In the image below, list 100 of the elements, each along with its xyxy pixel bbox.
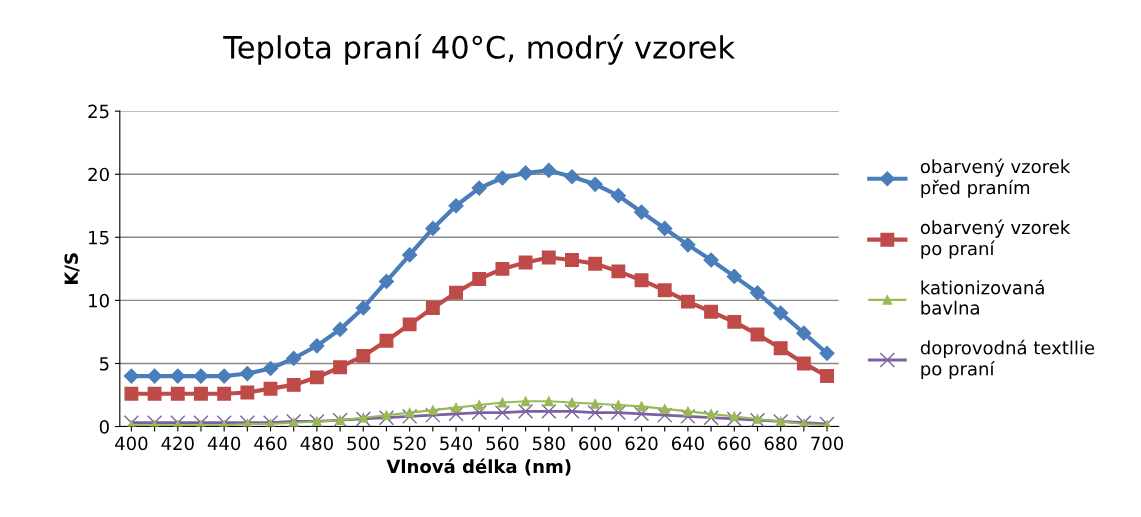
x-tick-label: 420 [161,436,194,451]
y-axis-title: K/S [64,253,80,284]
point [680,237,696,253]
point [587,176,603,192]
point [471,180,487,196]
point [610,405,626,421]
point [706,409,716,419]
x-tick-label: 520 [393,436,426,451]
x-tick-label: 660 [718,436,751,451]
y-tick-label: 5 [99,357,109,371]
point [309,370,324,385]
point [425,301,440,315]
x-tick-label: 620 [625,436,658,451]
point [286,413,302,427]
point [194,386,208,401]
point [636,401,647,412]
point [657,283,672,298]
point [726,411,742,427]
point [517,403,534,420]
point [564,403,580,420]
point [356,348,371,363]
x-tick-label: 400 [115,436,148,451]
point [358,412,369,423]
point [773,305,789,321]
point [472,271,487,286]
chart-title: Teplota praní 40°C, modrý vzorek [223,33,736,65]
point [355,411,371,427]
point [427,405,438,415]
point [217,386,232,401]
point [819,345,835,361]
legend-label: doprovodná textllie po praní [920,339,1095,380]
point [613,400,624,410]
x-tick-label: 700 [811,436,844,451]
point [216,368,232,384]
point [402,247,418,263]
point [263,381,278,396]
point [333,360,348,375]
point [590,398,601,409]
point [425,407,441,423]
point [471,405,487,421]
x-tick-label: 580 [532,436,565,451]
legend-label: obarvený vzorek před praním [920,158,1071,198]
point [381,410,392,421]
point [404,407,415,418]
point [749,285,766,301]
point [680,294,695,309]
point [543,396,554,407]
point [474,400,485,410]
point [239,365,255,382]
point [494,170,510,186]
point [657,220,673,237]
point [564,169,580,185]
point [332,321,348,337]
point [448,198,464,214]
point [634,273,649,288]
point [170,368,186,384]
point [729,411,740,422]
x-axis-title: Vlnová délka (nm) [386,458,571,476]
point [541,403,557,420]
point [286,377,301,392]
point [683,406,693,417]
point [773,341,788,356]
point [588,256,603,271]
point [657,407,673,423]
point [170,386,185,401]
point [703,410,719,426]
x-tick-label: 640 [671,436,704,451]
point [726,268,742,284]
y-tick-label: 10 [89,293,109,308]
point [610,188,626,204]
x-tick-label: 560 [486,436,519,451]
point [518,165,534,181]
point [147,368,163,384]
point [378,273,395,290]
point [494,405,511,421]
point [379,333,394,348]
point [240,385,255,400]
point [680,408,696,425]
point [633,204,650,220]
y-tick-label: 25 [88,104,109,119]
x-tick-label: 480 [300,436,333,451]
point [286,350,302,366]
point [750,327,765,342]
point [448,406,464,422]
x-tick-label: 440 [207,436,241,451]
point [611,264,626,279]
point [518,255,533,270]
point [520,396,531,407]
point [727,314,742,329]
point [378,410,395,426]
point [703,252,719,268]
point [565,253,579,267]
point [820,369,834,384]
point [659,404,670,414]
point [193,368,209,384]
x-tick-label: 500 [347,436,380,451]
y-tick-label: 20 [88,167,109,182]
point [497,397,508,408]
point [587,405,603,421]
point [495,261,510,276]
